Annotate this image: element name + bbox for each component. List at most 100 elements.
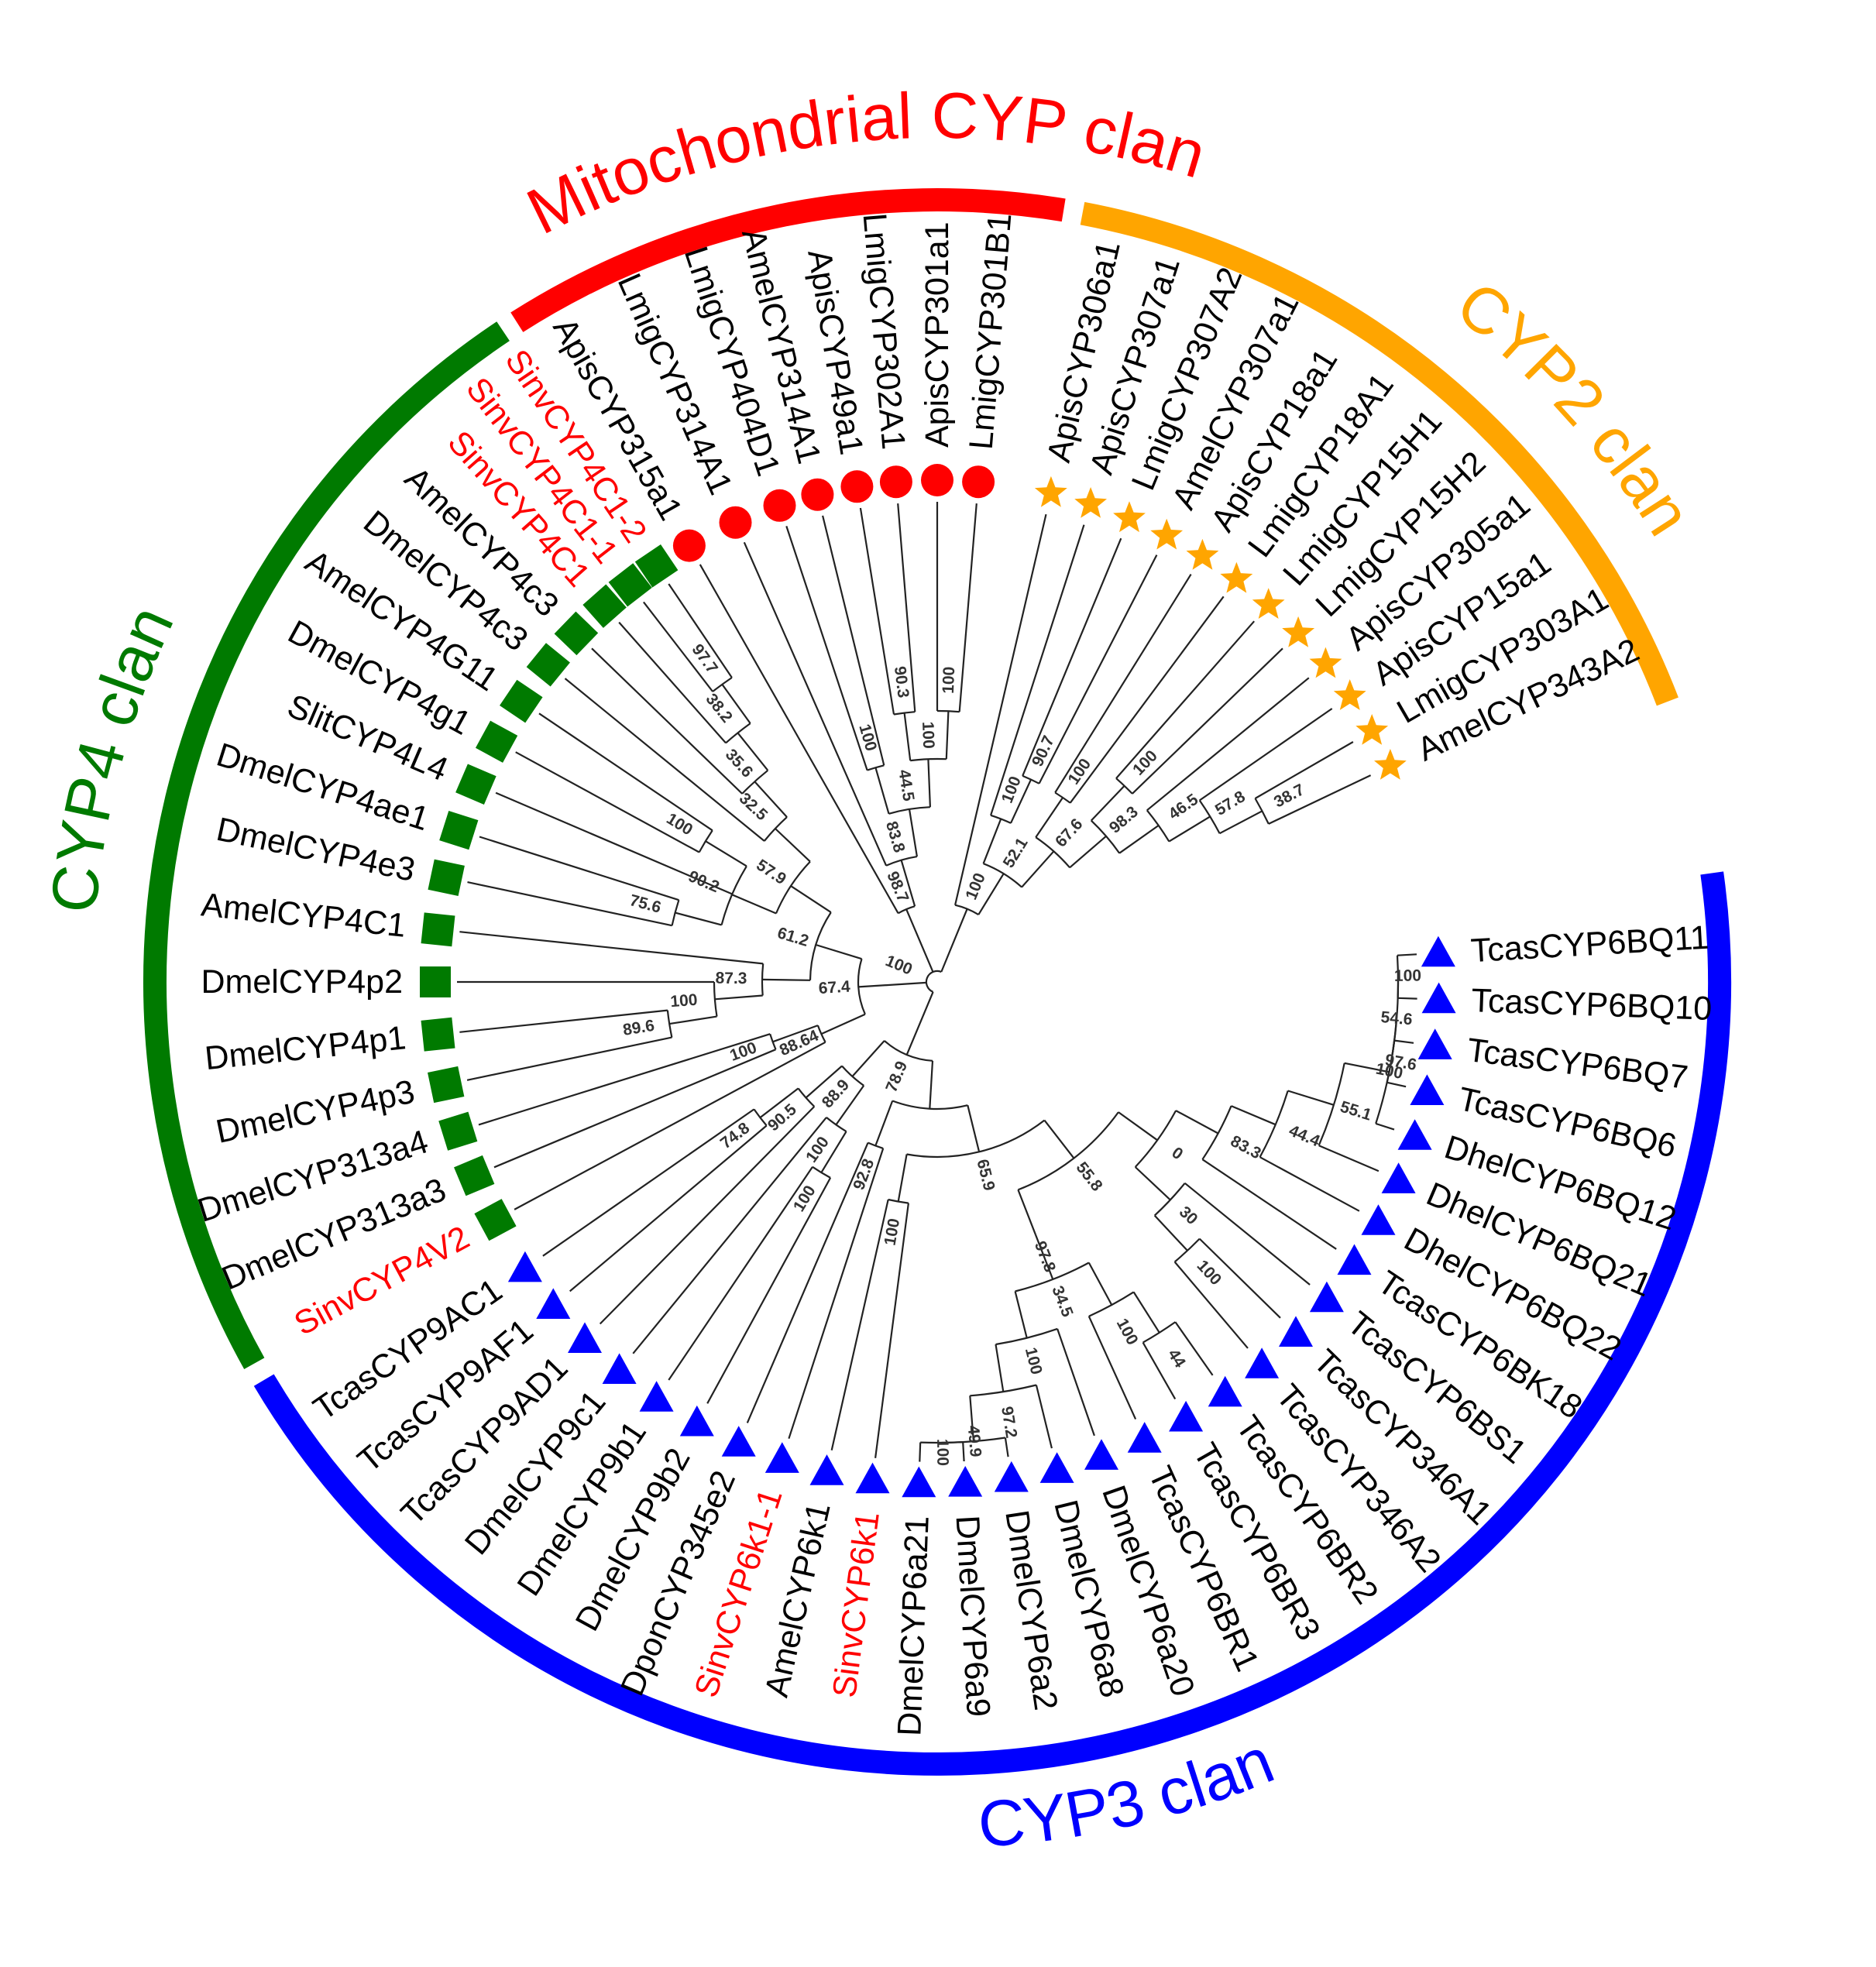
- bootstrap-value: 55.8: [1073, 1159, 1106, 1195]
- bootstrap-value: 98.3: [1106, 803, 1142, 837]
- branch-arc: [898, 905, 916, 915]
- bootstrap-value: 100: [933, 1439, 951, 1466]
- square-marker: [428, 1066, 465, 1104]
- branch-arc: [797, 1087, 816, 1107]
- branch-arc: [1142, 1321, 1177, 1344]
- bootstrap-value: 100: [883, 952, 915, 979]
- branch-arc: [826, 1117, 847, 1133]
- star-marker: [1282, 616, 1315, 647]
- branch: [1035, 1385, 1053, 1449]
- branch: [1386, 1081, 1407, 1088]
- branch-arc: [1201, 1105, 1232, 1160]
- branch: [858, 981, 927, 988]
- bootstrap-value: 90.7: [1029, 733, 1058, 770]
- branch-arc: [954, 904, 979, 916]
- branch: [982, 819, 1002, 864]
- branch-arc: [1254, 798, 1270, 825]
- branch-arc: [983, 863, 1022, 888]
- clan-arc-cyp4: [143, 321, 510, 1370]
- bootstrap-value: 100: [1194, 1257, 1225, 1289]
- branch-arc: [1146, 809, 1170, 843]
- square-marker: [420, 966, 451, 997]
- bootstrap-value: 44.4: [1287, 1121, 1323, 1150]
- branch-arc: [885, 856, 918, 867]
- branch: [822, 515, 885, 766]
- branch: [1035, 797, 1064, 838]
- branch: [1318, 1145, 1380, 1172]
- branch-arc: [769, 1033, 777, 1050]
- circle-marker: [719, 506, 752, 539]
- branch: [919, 1442, 922, 1462]
- branch: [699, 564, 899, 914]
- branch: [990, 524, 1085, 816]
- branch: [743, 541, 888, 867]
- branch: [851, 1040, 885, 1077]
- branch: [962, 1442, 965, 1462]
- bootstrap-value: 97.7: [688, 641, 721, 678]
- branch: [1268, 774, 1372, 825]
- triangle-marker: [809, 1454, 844, 1485]
- star-marker: [1150, 518, 1184, 550]
- branch: [1231, 1105, 1276, 1126]
- triangle-marker: [1169, 1400, 1204, 1432]
- branch: [705, 840, 747, 867]
- branch-arc: [990, 814, 1012, 824]
- branch-arc: [741, 769, 768, 795]
- branch: [927, 759, 931, 808]
- branch: [897, 503, 916, 712]
- bootstrap-value: 90.3: [891, 665, 912, 699]
- branch-arc: [1375, 1019, 1398, 1124]
- branch: [759, 1087, 799, 1118]
- branch: [945, 711, 950, 760]
- triangle-marker: [1309, 1281, 1344, 1313]
- branch-arc: [725, 723, 751, 744]
- branch-arc: [712, 677, 733, 692]
- branch-arc: [671, 899, 680, 926]
- triangle-marker: [1084, 1439, 1118, 1470]
- branch: [1168, 815, 1211, 843]
- branch: [1014, 1291, 1028, 1338]
- branch: [1287, 1090, 1335, 1106]
- branch: [1021, 850, 1055, 888]
- branch: [599, 1106, 816, 1325]
- bootstrap-value: 89.6: [622, 1017, 656, 1039]
- branch: [1038, 554, 1158, 784]
- branch: [1132, 647, 1283, 795]
- circle-marker: [962, 465, 995, 499]
- circle-marker: [801, 478, 834, 511]
- branch-arc: [1054, 791, 1071, 804]
- circle-marker: [840, 470, 874, 503]
- branch: [675, 911, 722, 926]
- branch: [785, 526, 868, 771]
- triangle-marker: [639, 1381, 674, 1412]
- bootstrap-value: 49.9: [964, 1425, 984, 1458]
- triangle-marker: [994, 1461, 1029, 1492]
- triangle-marker: [602, 1353, 637, 1384]
- branch: [958, 503, 978, 712]
- star-marker: [1355, 714, 1389, 745]
- triangle-marker: [721, 1426, 756, 1457]
- branch: [478, 1033, 771, 1126]
- bootstrap-value: 100: [670, 991, 699, 1011]
- branch: [1219, 810, 1263, 835]
- square-marker: [455, 764, 496, 805]
- branch-arc: [763, 816, 788, 842]
- branch-arc: [666, 1010, 673, 1038]
- square-marker: [475, 720, 518, 763]
- branch: [1344, 1062, 1390, 1073]
- bootstrap-value: 55.1: [1338, 1098, 1373, 1124]
- branch: [754, 781, 788, 818]
- bootstrap-value: 78.9: [882, 1059, 911, 1095]
- branch: [820, 1013, 866, 1035]
- triangle-marker: [1127, 1422, 1162, 1453]
- square-marker: [439, 810, 479, 850]
- branch: [929, 1060, 934, 1109]
- bootstrap-value: 83.8: [882, 819, 909, 855]
- bootstrap-value: 100: [1129, 747, 1161, 779]
- branch: [466, 1036, 672, 1081]
- branch: [514, 1041, 826, 1210]
- circle-marker: [879, 465, 912, 499]
- branch: [772, 1025, 819, 1043]
- star-marker: [1374, 749, 1407, 780]
